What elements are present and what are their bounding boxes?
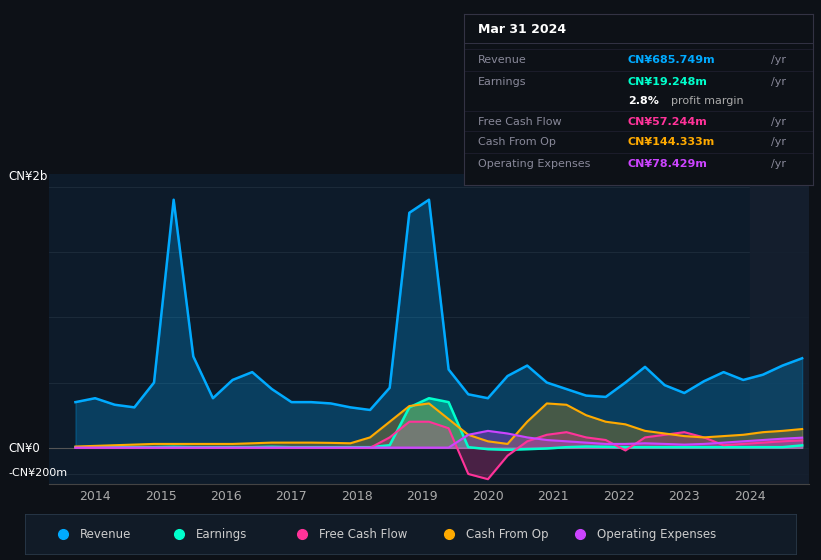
Bar [750,174,809,484]
Text: Revenue: Revenue [478,55,526,65]
Text: CN¥2b: CN¥2b [8,170,48,183]
Text: Revenue: Revenue [80,528,131,541]
Text: /yr: /yr [771,77,786,87]
Text: Earnings: Earnings [196,528,247,541]
Text: Cash From Op: Cash From Op [478,137,556,147]
Text: CN¥685.749m: CN¥685.749m [628,55,715,65]
Text: Cash From Op: Cash From Op [466,528,548,541]
Text: /yr: /yr [771,137,786,147]
Text: /yr: /yr [771,116,786,127]
Text: -CN¥200m: -CN¥200m [8,468,67,478]
Text: Free Cash Flow: Free Cash Flow [478,116,562,127]
Text: profit margin: profit margin [672,96,744,106]
Text: CN¥0: CN¥0 [8,441,40,455]
Text: CN¥19.248m: CN¥19.248m [628,77,708,87]
Text: Mar 31 2024: Mar 31 2024 [478,23,566,36]
Text: /yr: /yr [771,159,786,169]
Text: Earnings: Earnings [478,77,526,87]
Text: CN¥57.244m: CN¥57.244m [628,116,708,127]
Text: CN¥78.429m: CN¥78.429m [628,159,708,169]
Text: CN¥144.333m: CN¥144.333m [628,137,715,147]
Text: Free Cash Flow: Free Cash Flow [319,528,408,541]
Text: /yr: /yr [771,55,786,65]
Text: 2.8%: 2.8% [628,96,658,106]
Text: Operating Expenses: Operating Expenses [597,528,717,541]
Text: Operating Expenses: Operating Expenses [478,159,590,169]
